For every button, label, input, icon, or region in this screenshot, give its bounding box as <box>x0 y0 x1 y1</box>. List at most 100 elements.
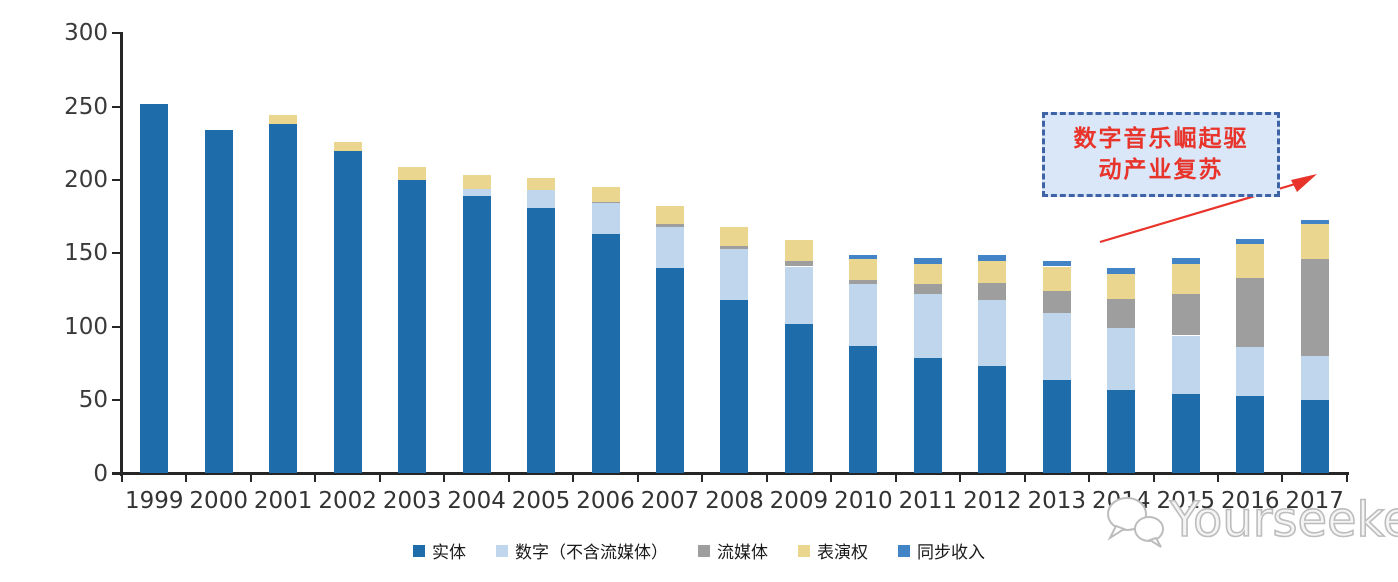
bar-segment-streaming <box>1300 259 1329 357</box>
x-tick <box>830 473 833 482</box>
bar-segment-sync-revenue <box>849 254 878 260</box>
bar-segment-digital-ex-streaming <box>784 266 813 324</box>
bar-segment-digital-ex-streaming <box>1300 356 1329 401</box>
bar-segment-physical <box>527 207 556 474</box>
legend-label-digital-ex-streaming: 数字（不含流媒体） <box>515 543 668 563</box>
x-tick-label: 2008 <box>705 488 764 514</box>
legend-item-digital-ex-streaming: 数字（不含流媒体） <box>496 538 668 563</box>
x-tick <box>765 473 768 482</box>
bar-segment-physical <box>1300 400 1329 474</box>
bar-segment-streaming <box>1107 298 1136 329</box>
bar-segment-performance-rights <box>849 259 878 280</box>
bar-segment-physical <box>462 196 491 474</box>
bar-segment-streaming <box>591 201 620 204</box>
x-tick <box>1152 473 1155 482</box>
legend-swatch-sync-revenue <box>898 544 910 557</box>
y-tick-label: 100 <box>64 313 108 340</box>
legend-label-sync-revenue: 同步收入 <box>917 543 985 563</box>
x-tick-label: 2001 <box>253 488 313 514</box>
x-tick-label: 1999 <box>124 488 184 514</box>
bar-segment-physical <box>978 366 1007 474</box>
bar-segment-digital-ex-streaming <box>849 284 878 346</box>
x-tick <box>894 473 897 482</box>
x-tick <box>443 473 446 482</box>
x-tick-label: 2011 <box>898 488 958 514</box>
x-tick-label: 2010 <box>834 488 893 514</box>
bar-segment-sync-revenue <box>913 257 942 264</box>
legend-item-sync-revenue: 同步收入 <box>898 538 985 563</box>
bar-segment-physical <box>849 345 878 474</box>
bar-segment-physical <box>1171 394 1200 474</box>
bar-segment-performance-rights <box>1042 266 1071 292</box>
x-tick-label: 2000 <box>189 488 248 514</box>
bar-segment-physical <box>784 323 813 474</box>
x-tick-label: 2006 <box>576 488 635 514</box>
bar-segment-physical <box>1042 379 1071 474</box>
x-tick <box>1345 473 1348 482</box>
bar-segment-sync-revenue <box>1107 267 1136 274</box>
bar-segment-performance-rights <box>1171 263 1200 295</box>
y-tick <box>112 105 121 108</box>
bar-segment-streaming <box>1236 278 1265 348</box>
annotation-box: 数字音乐崛起驱 动产业复苏 <box>1042 112 1280 197</box>
legend-label-streaming: 流媒体 <box>717 543 768 563</box>
x-tick-label: 2012 <box>963 488 1022 514</box>
bar-segment-sync-revenue <box>1042 260 1071 267</box>
legend-swatch-digital-ex-streaming <box>496 544 508 557</box>
x-tick <box>701 473 704 482</box>
x-tick <box>959 473 962 482</box>
bar-segment-physical <box>333 150 362 474</box>
x-tick <box>1216 473 1219 482</box>
bar-segment-performance-rights <box>1236 244 1265 279</box>
bar-segment-performance-rights <box>655 206 684 224</box>
bar-segment-sync-revenue <box>1300 219 1329 224</box>
wechat-icon <box>1107 497 1164 548</box>
y-axis-line <box>120 32 123 476</box>
y-tick-label: 300 <box>64 20 108 47</box>
y-tick-label: 200 <box>64 166 108 193</box>
bar-segment-streaming <box>655 223 684 227</box>
bar-segment-digital-ex-streaming <box>591 203 620 235</box>
bar-segment-digital-ex-streaming <box>1171 335 1200 395</box>
bar-segment-performance-rights <box>269 115 298 125</box>
bar-segment-streaming <box>913 284 942 295</box>
bar-segment-streaming <box>1042 291 1071 314</box>
bar-segment-performance-rights <box>1300 223 1329 260</box>
x-tick-label: 2015 <box>1156 488 1216 514</box>
y-tick <box>112 472 121 475</box>
bar-segment-physical <box>720 300 749 474</box>
bar-segment-performance-rights <box>398 166 427 180</box>
bar-segment-physical <box>1236 395 1265 474</box>
bar-segment-physical <box>591 234 620 474</box>
x-tick <box>636 473 639 482</box>
bar-segment-streaming <box>784 260 813 267</box>
y-tick <box>112 252 121 255</box>
x-tick <box>314 473 317 482</box>
y-tick <box>112 178 121 181</box>
bar-segment-digital-ex-streaming <box>978 300 1007 367</box>
legend-item-performance-rights: 表演权 <box>798 538 868 563</box>
y-tick <box>112 399 121 402</box>
bar-segment-performance-rights <box>333 141 362 151</box>
y-tick-label: 50 <box>78 387 108 414</box>
x-tick-label: 2016 <box>1220 488 1280 514</box>
x-tick <box>1023 473 1026 482</box>
bar-segment-performance-rights <box>720 226 749 246</box>
x-tick <box>572 473 575 482</box>
x-tick-label: 2017 <box>1285 488 1344 514</box>
y-tick <box>112 32 121 35</box>
legend-swatch-performance-rights <box>798 544 810 557</box>
bar-segment-digital-ex-streaming <box>913 294 942 358</box>
x-tick-label: 2003 <box>382 488 442 514</box>
annotation-line2: 动产业复苏 <box>1098 156 1224 183</box>
x-tick <box>121 473 123 482</box>
x-tick-label: 2007 <box>640 488 700 514</box>
watermark: Yourseeker <box>1104 492 1398 548</box>
x-tick-label: 2004 <box>447 488 506 514</box>
bar-segment-digital-ex-streaming <box>1107 328 1136 390</box>
watermark-text: Yourseeker <box>1169 492 1398 548</box>
legend-swatch-streaming <box>698 544 710 557</box>
annotation-line1: 数字音乐崛起驱 <box>1073 125 1249 152</box>
legend-item-physical: 实体 <box>413 538 466 563</box>
